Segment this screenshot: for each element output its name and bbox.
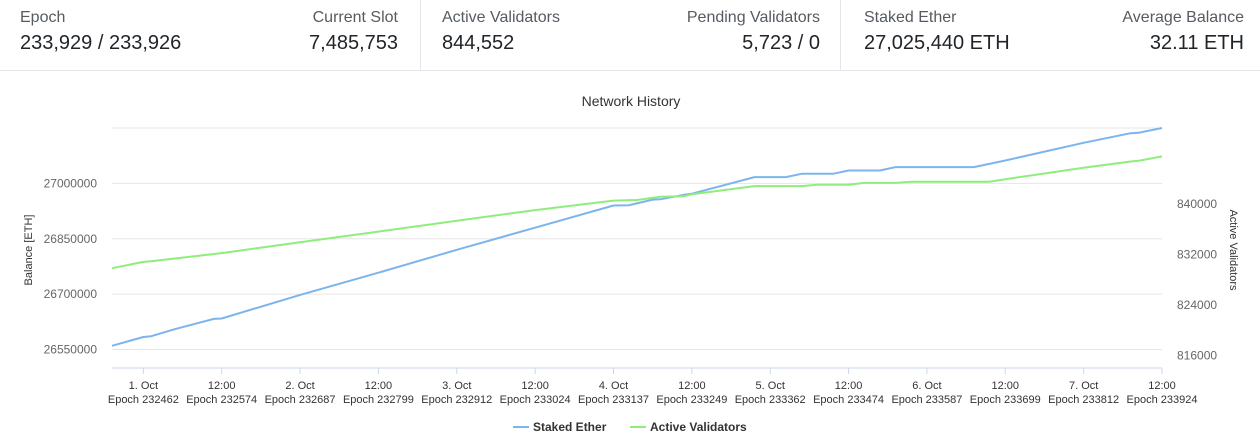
right-y-tick-label: 832000 (1177, 247, 1217, 261)
x-tick-label-epoch: Epoch 233587 (891, 394, 962, 406)
average-balance-stat: Average Balance 32.11 ETH (1122, 8, 1244, 56)
staked-ether-stat: Staked Ether 27,025,440 ETH (864, 8, 1010, 56)
left-axis-title: Balance [ETH] (23, 215, 35, 286)
x-tick-label-date: 12:00 (365, 380, 393, 392)
pending-validators-stat: Pending Validators 5,723 / 0 (687, 8, 820, 56)
current-slot-value: 7,485,753 (309, 32, 398, 54)
validators-group: Active Validators 844,552 Pending Valida… (420, 0, 841, 70)
x-tick-label-date: 12:00 (678, 380, 706, 392)
x-tick-label-date: 12:00 (521, 380, 549, 392)
network-stats-bar: Epoch 233,929 / 233,926 Current Slot 7,4… (0, 0, 1260, 71)
x-tick-label-date: 12:00 (835, 380, 863, 392)
staked-ether-value: 27,025,440 ETH (864, 32, 1010, 54)
epoch-slot-group: Epoch 233,929 / 233,926 Current Slot 7,4… (0, 0, 421, 70)
x-tick-label-date: 4. Oct (599, 380, 628, 392)
left-y-tick-label: 27000000 (44, 176, 98, 190)
series-lines (111, 127, 1163, 347)
active-validators-value: 844,552 (442, 32, 515, 54)
x-tick-label-date: 7. Oct (1069, 380, 1098, 392)
chart-legend: Staked Ether Active Validators (513, 420, 747, 434)
x-tick-label-epoch: Epoch 232799 (343, 394, 414, 406)
x-tick-label-date: 12:00 (1148, 380, 1176, 392)
epoch-value: 233,929 / 233,926 (20, 32, 182, 54)
x-axis: 1. Oct Epoch 232462 12:00 Epoch 232574 2. Oc… (108, 367, 1198, 406)
left-y-tick-label: 26550000 (44, 343, 98, 357)
left-y-axis: 26550000 26700000 26850000 27000000 (44, 176, 98, 356)
right-y-tick-label: 824000 (1177, 298, 1217, 312)
x-tick-label-epoch: Epoch 232462 (108, 394, 179, 406)
epoch-label: Epoch (20, 9, 66, 26)
left-y-tick-label: 26700000 (44, 287, 98, 301)
staked-ether-line (111, 127, 1163, 347)
x-tick-label-date: 3. Oct (442, 380, 471, 392)
x-tick-label-epoch: Epoch 232687 (265, 394, 336, 406)
right-y-tick-label: 816000 (1177, 348, 1217, 362)
x-tick-label-date: 12:00 (992, 380, 1020, 392)
x-tick-label-date: 1. Oct (129, 380, 158, 392)
staked-ether-label: Staked Ether (864, 9, 957, 26)
x-tick-label-date: 12:00 (208, 380, 236, 392)
average-balance-value: 32.11 ETH (1149, 32, 1244, 54)
epoch-stat: Epoch 233,929 / 233,926 (20, 8, 181, 56)
x-tick-label-epoch: Epoch 233924 (1127, 394, 1198, 406)
pending-validators-label: Pending Validators (686, 9, 820, 26)
grid-lines (112, 127, 1162, 351)
right-axis-title: Active Validators (1227, 209, 1239, 291)
x-tick-label-epoch: Epoch 232912 (421, 394, 492, 406)
x-tick-label-epoch: Epoch 233024 (500, 394, 571, 406)
x-tick-label-epoch: Epoch 233362 (735, 394, 806, 406)
current-slot-stat: Current Slot 7,485,753 (309, 8, 398, 56)
x-tick-label-epoch: Epoch 233812 (1048, 394, 1119, 406)
right-y-tick-label: 840000 (1177, 197, 1217, 211)
active-validators-label: Active Validators (442, 9, 560, 26)
ether-group: Staked Ether 27,025,440 ETH Average Bala… (840, 0, 1260, 70)
active-validators-line (111, 155, 1163, 270)
x-tick-label-epoch: Epoch 233474 (813, 394, 884, 406)
average-balance-label: Average Balance (1122, 9, 1244, 26)
x-tick-label-epoch: Epoch 233137 (578, 394, 649, 406)
x-tick-label-date: 2. Oct (285, 380, 314, 392)
legend-item-label: Active Validators (650, 420, 747, 434)
x-tick-label-epoch: Epoch 232574 (186, 394, 257, 406)
x-tick-label-epoch: Epoch 233699 (970, 394, 1041, 406)
left-y-tick-label: 26850000 (44, 232, 98, 246)
network-history-chart: Network History 26550000 26700000 26850000… (23, 93, 1239, 434)
active-validators-stat: Active Validators 844,552 (442, 8, 560, 56)
x-tick-label-date: 6. Oct (912, 380, 941, 392)
x-tick-label-epoch: Epoch 233249 (656, 394, 727, 406)
chart-title: Network History (582, 93, 681, 109)
right-y-axis: 816000 824000 832000 840000 (1177, 197, 1217, 363)
legend-item-label: Staked Ether (533, 420, 607, 434)
current-slot-label: Current Slot (312, 9, 398, 26)
pending-validators-value: 5,723 / 0 (742, 32, 820, 54)
x-tick-label-date: 5. Oct (756, 380, 785, 392)
